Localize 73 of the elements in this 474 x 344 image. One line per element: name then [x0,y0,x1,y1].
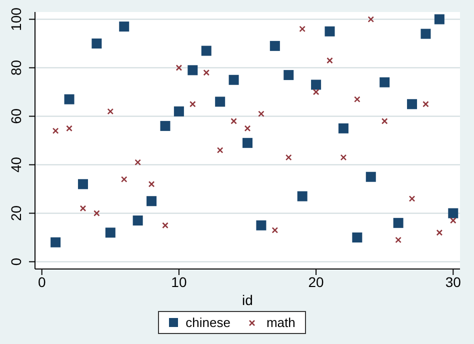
point [52,128,59,134]
point [393,218,404,228]
point [312,88,320,96]
point [450,217,456,224]
point [340,154,347,161]
point [120,176,128,182]
point [311,80,322,90]
point [368,16,374,22]
point [160,120,170,131]
point [228,74,239,85]
point [105,228,116,238]
point [299,26,306,32]
x-tick-label: 0 [38,274,46,290]
point [338,123,348,134]
point [420,28,431,39]
y-tick-label: 40 [8,156,24,173]
point [188,65,198,76]
point [92,38,102,49]
point [107,108,114,115]
point [354,96,360,102]
point [326,57,333,64]
point [190,100,196,108]
point [146,196,157,206]
point [94,210,100,216]
x-tick-label: 30 [445,274,462,290]
point [78,179,88,190]
point [285,154,292,161]
x-tick-label: 20 [308,274,324,290]
point [215,96,226,107]
point [256,220,266,230]
point [176,64,182,71]
point [272,227,278,234]
y-tick-label: 100 [8,7,24,31]
point [436,229,443,236]
point [380,77,390,88]
point [66,125,72,132]
point [80,205,86,212]
point [408,196,416,202]
point [244,125,251,132]
point [201,46,212,56]
y-tick-label: 20 [8,205,24,222]
point [242,138,252,148]
point [352,232,362,242]
point [258,110,264,117]
y-tick-label: 0 [8,258,24,266]
point [64,94,74,104]
point [407,99,418,110]
point [148,180,155,188]
point [50,237,61,248]
point [230,118,237,124]
point [216,147,224,154]
x-axis-title: id [242,292,253,308]
y-tick-label: 60 [8,108,24,124]
point [162,222,168,229]
point [119,22,130,32]
legend-label: math [266,315,296,330]
point [134,159,141,166]
point [422,100,429,108]
x-tick-label: 10 [171,274,187,290]
point [297,191,308,202]
legend-label: chinese [186,315,230,330]
point [270,40,280,51]
point [132,216,143,226]
point [448,208,458,218]
point [395,236,402,244]
point [203,69,210,76]
y-tick-label: 80 [8,60,24,76]
point [284,70,294,80]
point [434,14,444,24]
point [366,172,376,182]
point [381,118,388,124]
point [174,106,184,116]
point [324,26,335,36]
